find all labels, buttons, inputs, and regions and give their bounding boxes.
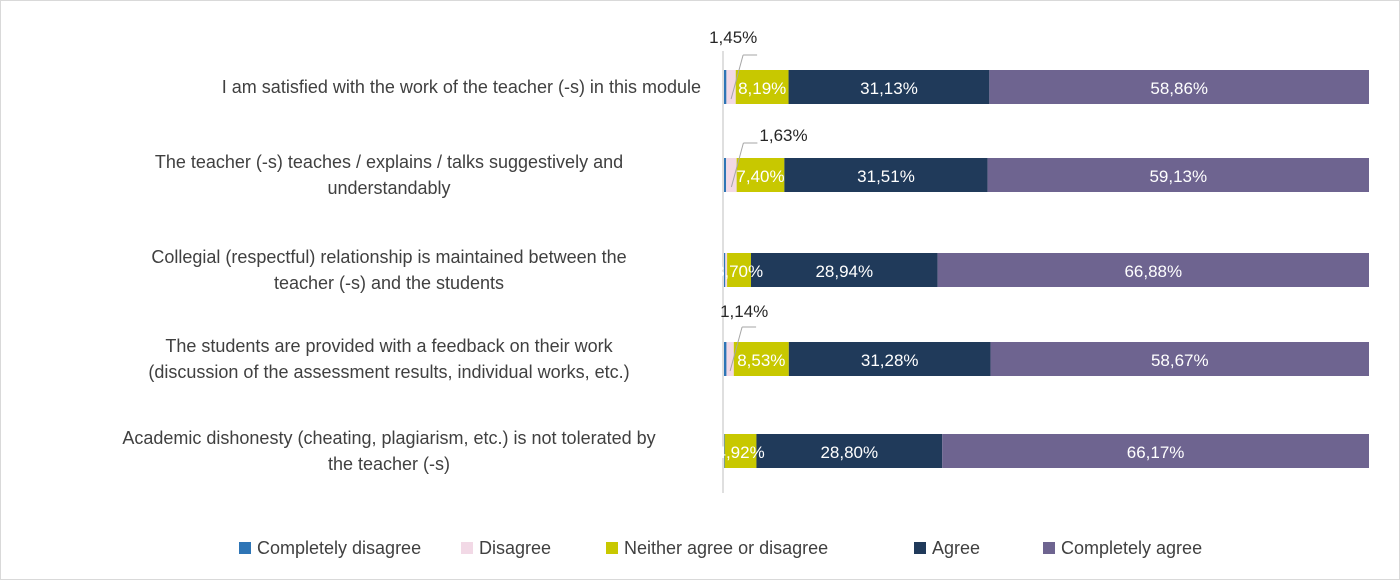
bar-completely-disagree — [724, 434, 725, 468]
bar-neither-agree-or-disagree — [736, 158, 785, 192]
data-label-completely-agree: 58,86% — [1150, 79, 1208, 98]
legend-swatch — [461, 542, 473, 554]
category-label: (discussion of the assessment results, i… — [148, 362, 629, 382]
category-label: understandably — [327, 178, 450, 198]
data-label-neither-agree-or-disagree: 7,40% — [736, 167, 784, 186]
data-label-completely-agree: 66,17% — [1127, 443, 1185, 462]
bar-agree — [756, 434, 943, 468]
category-label: Academic dishonesty (cheating, plagiaris… — [122, 428, 655, 448]
category-label: the teacher (-s) — [328, 454, 450, 474]
category-label: The students are provided with a feedbac… — [165, 336, 613, 356]
data-label-completely-agree: 58,67% — [1151, 351, 1209, 370]
data-label-disagree: 1,63% — [759, 126, 807, 145]
data-label-neither-agree-or-disagree: 3,70% — [715, 262, 763, 281]
category-label: Collegial (respectful) relationship is m… — [151, 247, 626, 267]
legend: Completely disagree Disagree Neither agree… — [239, 538, 1202, 558]
category-label: I am satisfied with the work of the teac… — [222, 77, 701, 97]
legend-swatch — [239, 542, 251, 554]
legend-label: Agree — [932, 538, 980, 558]
data-label-disagree: 1,45% — [709, 28, 757, 47]
data-label-agree: 28,94% — [815, 262, 873, 281]
bar-completely-agree — [990, 342, 1369, 376]
bar-completely-disagree — [724, 253, 726, 287]
legend-label: Completely agree — [1061, 538, 1202, 558]
bar-completely-agree — [987, 158, 1369, 192]
callout-leader-line — [730, 54, 744, 100]
data-label-agree: 31,28% — [861, 351, 919, 370]
bar-neither-agree-or-disagree — [727, 253, 751, 287]
data-label-neither-agree-or-disagree: 8,53% — [737, 351, 785, 370]
data-label-completely-agree: 66,88% — [1124, 262, 1182, 281]
callout-leader-line — [729, 326, 743, 372]
bar-completely-disagree — [724, 70, 727, 104]
callout-leader-line — [730, 142, 744, 188]
legend-swatch — [1043, 542, 1055, 554]
data-label-neither-agree-or-disagree: 8,19% — [738, 79, 786, 98]
bar-neither-agree-or-disagree — [735, 70, 789, 104]
bar-neither-agree-or-disagree — [724, 434, 757, 468]
data-label-agree: 31,51% — [857, 167, 915, 186]
category-label: The teacher (-s) teaches / explains / ta… — [155, 152, 623, 172]
data-labels: 8,19% 31,13% 58,86% 7,40% 31,51% 59,13% 3,70% 2… — [715, 79, 1209, 462]
legend-label: Completely disagree — [257, 538, 421, 558]
bar-agree — [788, 70, 990, 104]
category-label: teacher (-s) and the students — [274, 273, 504, 293]
data-label-disagree: 1,14% — [720, 302, 768, 321]
bar-disagree — [726, 70, 736, 104]
data-label-neither-agree-or-disagree: 4,92% — [716, 443, 764, 462]
data-label-completely-agree: 59,13% — [1149, 167, 1207, 186]
legend-swatch — [914, 542, 926, 554]
legend-label: Neither agree or disagree — [624, 538, 828, 558]
category-labels: I am satisfied with the work of the teac… — [122, 77, 701, 474]
bar-agree — [750, 253, 938, 287]
bar-completely-agree — [937, 253, 1369, 287]
bar-segments — [724, 70, 1369, 468]
bar-disagree — [726, 158, 737, 192]
bar-neither-agree-or-disagree — [733, 342, 789, 376]
bar-agree — [788, 342, 991, 376]
legend-swatch — [606, 542, 618, 554]
data-label-agree: 31,13% — [860, 79, 918, 98]
bar-agree — [784, 158, 988, 192]
legend-label: Disagree — [479, 538, 551, 558]
bar-completely-disagree — [724, 342, 727, 376]
callout-labels: 1,45% 1,63% 1,14% — [709, 28, 808, 372]
bar-completely-agree — [942, 434, 1369, 468]
data-label-agree: 28,80% — [820, 443, 878, 462]
bar-completely-agree — [989, 70, 1369, 104]
bar-disagree — [726, 342, 734, 376]
bar-completely-disagree — [724, 158, 727, 192]
bar-disagree — [725, 253, 728, 287]
